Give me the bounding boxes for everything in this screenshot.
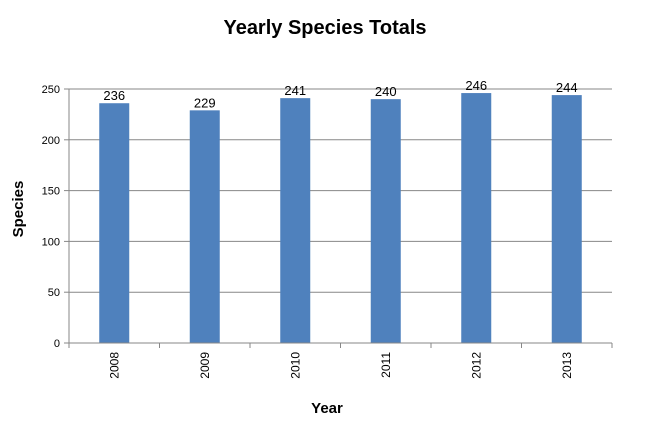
bar-2009	[189, 110, 220, 343]
x-axis-title: Year	[311, 400, 343, 417]
data-label-2011: 240	[375, 84, 397, 99]
y-tick-label: 250	[42, 84, 60, 96]
x-tick-label-2009: 2009	[198, 352, 212, 379]
data-label-2012: 246	[465, 78, 487, 93]
bar-series	[99, 93, 582, 344]
x-tick-label-2012: 2012	[469, 352, 483, 379]
x-tick-label-2008: 2008	[107, 352, 121, 379]
y-tick-labels: 0 50 100 150 200 250	[42, 84, 60, 350]
y-axis-title: Species	[10, 181, 27, 238]
chart-title: Yearly Species Totals	[223, 17, 427, 39]
y-tick-label: 150	[42, 186, 60, 198]
x-tick-labels: 2008 2009 2010 2011 2012 2013	[107, 352, 574, 379]
data-label-2008: 236	[103, 88, 125, 103]
x-tick-label-2010: 2010	[288, 352, 302, 379]
data-label-2010: 241	[284, 83, 306, 98]
bar-2012	[461, 93, 492, 344]
gridlines	[69, 88, 612, 293]
data-label-2013: 244	[556, 80, 578, 95]
bar-2013	[551, 95, 582, 343]
y-tick-label: 100	[42, 236, 60, 248]
bar-2008	[99, 103, 130, 343]
data-labels: 236 229 241 240 246 244	[103, 78, 577, 110]
x-tick-label-2011: 2011	[379, 352, 393, 378]
y-tick-label: 0	[54, 338, 60, 350]
y-tick-label: 50	[48, 287, 60, 299]
x-tick-label-2013: 2013	[560, 352, 574, 379]
bar-2011	[370, 99, 401, 343]
axes	[64, 88, 613, 348]
data-label-2009: 229	[194, 95, 216, 110]
y-tick-label: 200	[42, 135, 60, 147]
bar-2010	[280, 98, 311, 343]
